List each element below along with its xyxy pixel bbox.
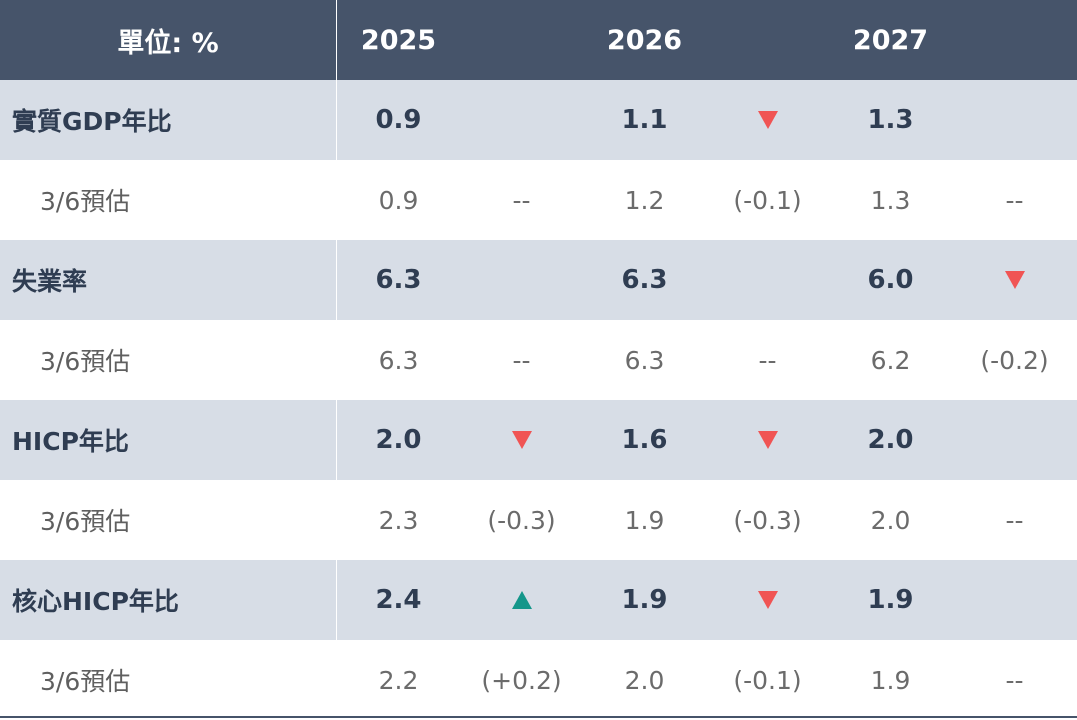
table-row-main: HICP年比 2.0 1.6 2.0	[0, 400, 1077, 480]
diff-cell: --	[758, 345, 777, 375]
value-cell: 6.0	[867, 265, 914, 295]
value-cell: 1.9	[621, 585, 668, 615]
diff-cell: --	[512, 185, 531, 215]
year-header-2025: 2025	[360, 24, 437, 56]
value-cell: 2.0	[867, 425, 914, 455]
value-cell: 1.3	[867, 105, 914, 135]
change-cell	[952, 240, 1077, 320]
unit-label: 單位: %	[0, 0, 337, 80]
change-cell	[952, 80, 1077, 160]
table-row-sub: 3/6預估 0.9 -- 1.2 (-0.1) 1.3 --	[0, 160, 1077, 240]
down-arrow-icon	[511, 431, 532, 449]
value-cell: 2.2	[378, 665, 419, 695]
table-row-sub: 3/6預估 2.3 (-0.3) 1.9 (-0.3) 2.0 --	[0, 480, 1077, 560]
table-row-sub: 3/6預估 2.2 (+0.2) 2.0 (-0.1) 1.9 --	[0, 640, 1077, 720]
value-cell: 1.9	[624, 505, 665, 535]
value-cell: 1.3	[870, 185, 911, 215]
diff-cell: --	[1005, 185, 1024, 215]
change-cell	[460, 80, 583, 160]
diff-cell: --	[1005, 505, 1024, 535]
down-arrow-icon	[757, 431, 778, 449]
row-label: 3/6預估	[0, 640, 337, 720]
row-label: 實質GDP年比	[0, 80, 337, 160]
change-cell	[706, 400, 829, 480]
change-cell	[952, 560, 1077, 640]
value-cell: 2.4	[375, 585, 422, 615]
up-arrow-icon	[511, 591, 532, 609]
table-header-row: 單位: % 2025 2026 2027	[0, 0, 1077, 80]
diff-cell: (-0.1)	[733, 185, 802, 215]
value-cell: 1.9	[867, 585, 914, 615]
diff-cell: --	[1005, 665, 1024, 695]
value-cell: 6.3	[375, 265, 422, 295]
diff-cell: (-0.1)	[733, 665, 802, 695]
value-cell: 6.3	[624, 345, 665, 375]
change-cell	[952, 400, 1077, 480]
table-row-main: 核心HICP年比 2.4 1.9 1.9	[0, 560, 1077, 640]
change-cell	[706, 80, 829, 160]
value-cell: 2.0	[375, 425, 422, 455]
value-cell: 6.2	[870, 345, 911, 375]
value-cell: 1.2	[624, 185, 665, 215]
year-header-2027: 2027	[852, 24, 929, 56]
row-label: 3/6預估	[0, 320, 337, 400]
diff-cell: (-0.2)	[980, 345, 1049, 375]
down-arrow-icon	[757, 111, 778, 129]
diff-cell: (-0.3)	[487, 505, 556, 535]
value-cell: 0.9	[378, 185, 419, 215]
row-label: 失業率	[0, 240, 337, 320]
value-cell: 2.0	[624, 665, 665, 695]
row-label: HICP年比	[0, 400, 337, 480]
change-cell	[460, 400, 583, 480]
value-cell: 6.3	[621, 265, 668, 295]
diff-cell: --	[512, 345, 531, 375]
diff-cell: (-0.3)	[733, 505, 802, 535]
value-cell: 2.3	[378, 505, 419, 535]
row-label: 核心HICP年比	[0, 560, 337, 640]
table-row-sub: 3/6預估 6.3 -- 6.3 -- 6.2 (-0.2)	[0, 320, 1077, 400]
value-cell: 0.9	[375, 105, 422, 135]
row-label: 3/6預估	[0, 480, 337, 560]
value-cell: 1.9	[870, 665, 911, 695]
value-cell: 6.3	[378, 345, 419, 375]
down-arrow-icon	[757, 591, 778, 609]
table-row-main: 失業率 6.3 6.3 6.0	[0, 240, 1077, 320]
year-header-2026: 2026	[606, 24, 683, 56]
change-cell	[706, 240, 829, 320]
row-label: 3/6預估	[0, 160, 337, 240]
change-cell	[460, 560, 583, 640]
diff-cell: (+0.2)	[481, 665, 562, 695]
change-cell	[706, 560, 829, 640]
table-bottom-border	[0, 716, 1077, 718]
down-arrow-icon	[1004, 271, 1025, 289]
table-row-main: 實質GDP年比 0.9 1.1 1.3	[0, 80, 1077, 160]
value-cell: 1.6	[621, 425, 668, 455]
value-cell: 1.1	[621, 105, 668, 135]
change-cell	[460, 240, 583, 320]
value-cell: 2.0	[870, 505, 911, 535]
